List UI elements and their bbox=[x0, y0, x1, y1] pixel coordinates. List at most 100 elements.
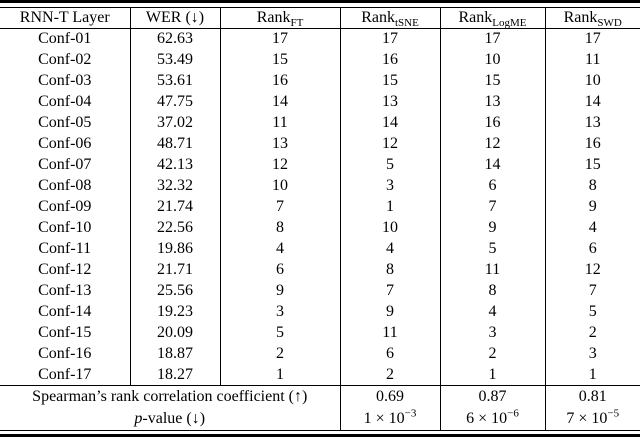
rank-ft-cell: 5 bbox=[219, 322, 340, 344]
rank-ft-cell: 4 bbox=[219, 238, 340, 260]
wer-cell: 19.23 bbox=[129, 301, 220, 323]
rank-swd-cell: 6 bbox=[544, 238, 640, 260]
layer-cell: Conf-05 bbox=[38, 114, 92, 131]
rank-tsne-cell: 6 bbox=[339, 343, 440, 365]
rank-logme-cell: 2 bbox=[439, 343, 545, 365]
pvalue-label: p-value (↓) bbox=[0, 408, 340, 430]
table-row: Conf-05 37.02 11 14 16 13 bbox=[0, 112, 640, 134]
pvalue-label-rest: -value (↓) bbox=[142, 409, 206, 427]
wer-cell: 19.86 bbox=[129, 238, 220, 260]
layer-cell: Conf-02 bbox=[38, 51, 92, 68]
wer-cell: 25.56 bbox=[129, 280, 220, 302]
table-row: Conf-04 47.75 14 13 13 14 bbox=[0, 91, 640, 113]
rank-swd-cell: 11 bbox=[544, 49, 640, 71]
layer-cell: Conf-01 bbox=[38, 30, 92, 48]
header-rank-tsne-base: Rank bbox=[361, 9, 395, 26]
header-rank-ft: RankFT bbox=[219, 8, 340, 29]
pvalue-tsne-base: 1 × 10 bbox=[363, 409, 405, 427]
top-rule-outer bbox=[0, 0, 640, 3]
rank-swd-cell: 17 bbox=[544, 28, 640, 50]
rank-ft-cell: 2 bbox=[219, 343, 340, 365]
rank-ft-cell: 15 bbox=[219, 49, 340, 71]
rank-ft-cell: 12 bbox=[219, 154, 340, 176]
top-rule-inner bbox=[0, 7, 640, 8]
wer-cell: 53.61 bbox=[129, 70, 220, 92]
bottom-rule-gap bbox=[0, 430, 640, 434]
header-rank-tsne: RanktSNE bbox=[339, 8, 440, 29]
bottom-rule-inner bbox=[0, 429, 640, 431]
spearman-row: Spearman’s rank correlation coefficient … bbox=[0, 385, 640, 408]
rank-logme-cell: 15 bbox=[439, 70, 545, 92]
spearman-label: Spearman’s rank correlation coefficient … bbox=[0, 385, 340, 408]
header-rank-ft-sub: FT bbox=[290, 17, 304, 29]
table-row: Conf-01 62.63 17 17 17 17 bbox=[0, 28, 640, 50]
rank-swd-cell: 9 bbox=[544, 196, 640, 218]
table-row: Conf-06 48.71 13 12 12 16 bbox=[0, 133, 640, 155]
pvalue-tsne-exp: −3 bbox=[404, 407, 417, 420]
header-wer: WER (↓) bbox=[129, 8, 220, 29]
layer-cell: Conf-10 bbox=[38, 219, 92, 236]
rank-ft-cell: 1 bbox=[219, 364, 340, 386]
table-row: Conf-11 19.86 4 4 5 6 bbox=[0, 238, 640, 260]
header-rank-ft-base: Rank bbox=[256, 9, 291, 26]
pvalue-swd-exp: −5 bbox=[607, 407, 620, 420]
rank-swd-cell: 7 bbox=[544, 280, 640, 302]
layer-cell: Conf-11 bbox=[38, 240, 92, 257]
rank-swd-cell: 8 bbox=[544, 175, 640, 197]
pvalue-logme-base: 6 × 10 bbox=[466, 409, 508, 427]
wer-cell: 22.56 bbox=[129, 217, 220, 239]
rank-swd-cell: 5 bbox=[544, 301, 640, 323]
wer-cell: 53.49 bbox=[129, 49, 220, 71]
rank-ft-cell: 17 bbox=[219, 28, 340, 50]
layer-cell: Conf-06 bbox=[38, 135, 92, 152]
rank-logme-cell: 9 bbox=[439, 217, 545, 239]
header-rank-logme-sub: LogME bbox=[492, 17, 527, 29]
rank-logme-cell: 7 bbox=[439, 196, 545, 218]
layer-cell: Conf-09 bbox=[38, 198, 92, 215]
table-row: Conf-16 18.87 2 6 2 3 bbox=[0, 343, 640, 365]
layer-cell: Conf-14 bbox=[38, 303, 92, 320]
header-rank-swd-sub: SWD bbox=[597, 17, 622, 29]
rank-logme-cell: 16 bbox=[439, 112, 545, 134]
layer-cell: Conf-04 bbox=[38, 93, 92, 110]
wer-cell: 48.71 bbox=[129, 133, 220, 155]
table-header: RNN-T Layer WER (↓) RankFT RanktSNE Rank… bbox=[0, 8, 640, 29]
pvalue-swd: 7 × 10−5 bbox=[544, 407, 640, 430]
rank-swd-cell: 14 bbox=[544, 91, 640, 113]
wer-cell: 21.74 bbox=[129, 196, 220, 218]
rank-ft-cell: 16 bbox=[219, 70, 340, 92]
layer-cell: Conf-13 bbox=[38, 282, 92, 299]
rank-tsne-cell: 12 bbox=[339, 133, 440, 155]
spearman-tsne: 0.69 bbox=[339, 385, 440, 408]
table-row: Conf-08 32.32 10 3 6 8 bbox=[0, 175, 640, 197]
rank-ft-cell: 7 bbox=[219, 196, 340, 218]
layer-cell: Conf-15 bbox=[38, 324, 92, 341]
rank-tsne-cell: 5 bbox=[339, 154, 440, 176]
table-row: Conf-03 53.61 16 15 15 10 bbox=[0, 70, 640, 92]
wer-cell: 37.02 bbox=[129, 112, 220, 134]
layer-cell: Conf-08 bbox=[38, 177, 92, 194]
layer-cell: Conf-12 bbox=[38, 261, 92, 278]
wer-cell: 18.87 bbox=[129, 343, 220, 365]
rank-tsne-cell: 15 bbox=[339, 70, 440, 92]
table-row: Conf-13 25.56 9 7 8 7 bbox=[0, 280, 640, 302]
rank-ft-cell: 9 bbox=[219, 280, 340, 302]
table-row: Conf-17 18.27 1 2 1 1 bbox=[0, 364, 640, 386]
wer-cell: 20.09 bbox=[129, 322, 220, 344]
wer-cell: 32.32 bbox=[129, 175, 220, 197]
rank-swd-cell: 13 bbox=[544, 112, 640, 134]
rank-ft-cell: 11 bbox=[219, 112, 340, 134]
layer-cell: Conf-17 bbox=[38, 365, 92, 383]
layer-cell: Conf-03 bbox=[38, 72, 92, 89]
rank-tsne-cell: 7 bbox=[339, 280, 440, 302]
rank-ft-cell: 6 bbox=[219, 259, 340, 281]
rank-tsne-cell: 13 bbox=[339, 91, 440, 113]
rank-tsne-cell: 1 bbox=[339, 196, 440, 218]
rank-logme-cell: 4 bbox=[439, 301, 545, 323]
rank-tsne-cell: 11 bbox=[339, 322, 440, 344]
rank-ft-cell: 14 bbox=[219, 91, 340, 113]
pvalue-tsne: 1 × 10−3 bbox=[339, 407, 440, 430]
header-rank-swd-base: Rank bbox=[563, 9, 598, 26]
rank-swd-cell: 12 bbox=[544, 259, 640, 281]
table-row: Conf-07 42.13 12 5 14 15 bbox=[0, 154, 640, 176]
